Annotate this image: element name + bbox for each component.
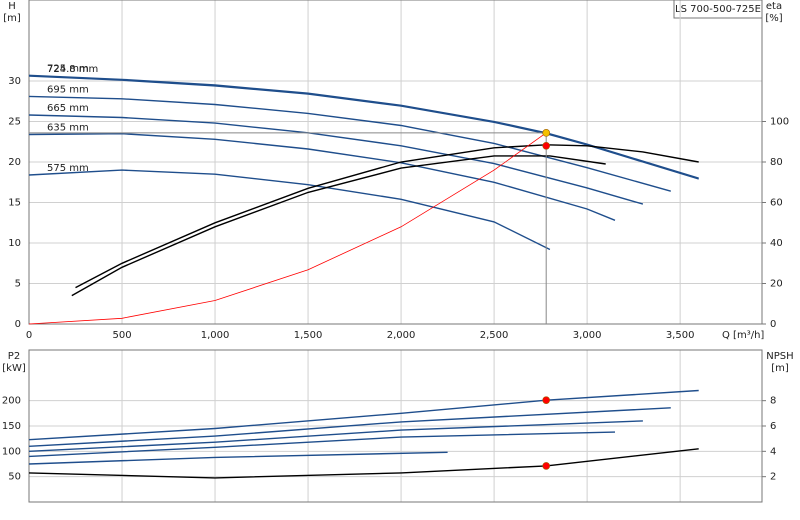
plot-frame: [28, 349, 763, 503]
curve: [28, 448, 699, 479]
curve: [28, 75, 699, 180]
curve: [28, 114, 644, 205]
y-tick-label: 5: [15, 279, 21, 290]
y-title: H: [8, 1, 16, 12]
y-unit: [m]: [3, 13, 21, 24]
y2-tick-label: 80: [770, 157, 783, 168]
curve: [28, 95, 671, 192]
y2-tick-label: 6: [770, 421, 776, 432]
x-tick-label: 1,500: [294, 330, 323, 341]
y2-tick-label: 20: [770, 279, 783, 290]
x-tick-label: 0: [26, 330, 32, 341]
curve: [28, 420, 643, 452]
y2-tick-label: 0: [770, 319, 776, 330]
y-unit: [kW]: [2, 363, 26, 374]
y-tick-label: 25: [8, 117, 21, 128]
curve: [28, 389, 699, 441]
y2-unit: [%]: [765, 13, 782, 24]
duty-point: [542, 129, 550, 137]
y-tick-label: 20: [8, 157, 21, 168]
curve: [28, 451, 448, 465]
curve: [28, 132, 547, 325]
y2-tick-label: 4: [770, 446, 776, 457]
duty-point: [542, 462, 550, 470]
y-tick-label: 10: [8, 238, 21, 249]
curve-label: 665 mm: [47, 103, 89, 114]
y2-tick-label: 40: [770, 238, 783, 249]
duty-point: [542, 142, 550, 150]
y-tick-label: 50: [8, 472, 21, 483]
x-title: Q [m³/h]: [722, 330, 764, 341]
y2-title: eta: [766, 1, 782, 12]
curve: [71, 155, 606, 297]
plot-frame: [28, 0, 763, 325]
curve: [75, 144, 699, 289]
x-tick-label: 500: [112, 330, 131, 341]
curve-label: 695 mm: [47, 84, 89, 95]
curve-label: 635 mm: [47, 122, 89, 133]
y-tick-label: 0: [15, 319, 21, 330]
y2-tick-label: 60: [770, 198, 783, 209]
y-tick-label: 15: [8, 198, 21, 209]
y2-tick-label: 100: [770, 117, 789, 128]
curve: [28, 132, 616, 221]
x-tick-label: 3,000: [573, 330, 602, 341]
curve: [28, 431, 616, 458]
chart-title: LS 700-500-725E: [675, 4, 761, 15]
curve: [28, 407, 671, 447]
y-tick-label: 30: [8, 76, 21, 87]
y2-tick-label: 2: [770, 472, 776, 483]
curve-label: 575 mm: [47, 163, 89, 174]
y-tick-label: 150: [2, 421, 21, 432]
y2-unit: [m]: [771, 363, 789, 374]
curve: [28, 74, 699, 179]
y-tick-label: 200: [2, 396, 21, 407]
y-title: P2: [8, 351, 20, 362]
x-tick-label: 2,000: [387, 330, 416, 341]
y-tick-label: 100: [2, 446, 21, 457]
x-tick-label: 1,000: [201, 330, 230, 341]
curve-label: 725 mm: [47, 63, 89, 74]
curve-label: 724.8 mm: [47, 64, 98, 75]
x-tick-label: 2,500: [480, 330, 509, 341]
duty-point: [542, 396, 550, 404]
x-tick-label: 3,500: [666, 330, 695, 341]
y2-title: NPSH: [766, 351, 793, 362]
y2-tick-label: 8: [770, 396, 776, 407]
curve: [28, 169, 551, 251]
